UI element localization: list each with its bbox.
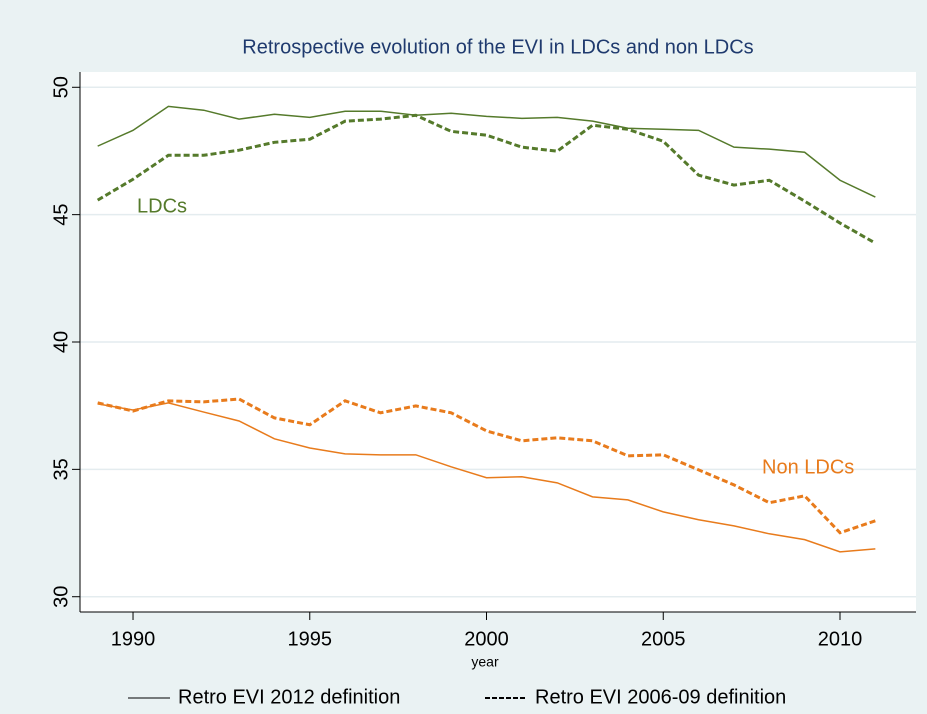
y-tick-label: 45 (50, 204, 72, 226)
series-line (96, 113, 877, 245)
x-tick-label: 2010 (818, 628, 863, 650)
series-line (97, 105, 876, 198)
x-tick-label: 1995 (288, 628, 333, 650)
x-axis-label: year (471, 654, 499, 670)
y-tick-label: 40 (50, 331, 72, 353)
y-tick-label: 30 (50, 586, 72, 608)
annotation: Non LDCs (762, 456, 854, 478)
chart-title: Retrospective evolution of the EVI in LD… (242, 36, 753, 58)
annotation: LDCs (137, 195, 187, 217)
legend-label: Retro EVI 2012 definition (178, 686, 400, 708)
y-tick-label: 35 (50, 458, 72, 480)
series-line (97, 402, 876, 553)
x-tick-label: 1990 (111, 628, 156, 650)
legend-label: Retro EVI 2006-09 definition (535, 686, 786, 708)
x-tick-label: 2000 (464, 628, 509, 650)
y-tick-label: 50 (50, 76, 72, 98)
x-tick-label: 2005 (641, 628, 686, 650)
